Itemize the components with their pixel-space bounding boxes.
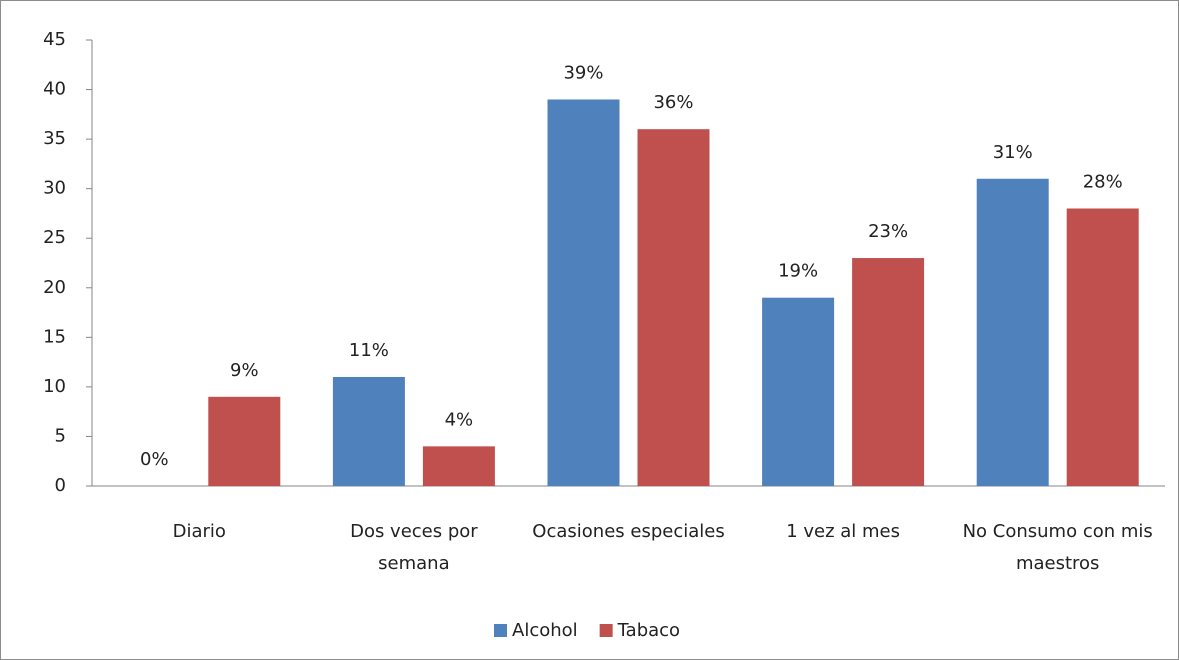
y-tick-label: 10 — [43, 376, 66, 397]
value-label: 11% — [349, 340, 389, 361]
value-label: 36% — [653, 92, 693, 113]
value-label: 9% — [230, 360, 259, 381]
x-tick-label: Diario — [172, 521, 226, 542]
y-tick-label: 35 — [43, 128, 66, 149]
value-label: 4% — [445, 409, 474, 430]
bar — [852, 258, 925, 486]
bar — [208, 396, 281, 486]
value-label: 28% — [1083, 171, 1123, 192]
bar — [976, 178, 1049, 486]
x-tick-label: Dos veces por semana — [350, 521, 478, 574]
y-tick-label: 45 — [43, 29, 66, 50]
legend-label: Tabaco — [617, 620, 680, 641]
bar — [762, 297, 835, 486]
y-tick-label: 5 — [55, 425, 66, 446]
bar — [332, 376, 405, 486]
y-tick-label: 20 — [43, 277, 66, 298]
bar — [637, 129, 710, 486]
value-label: 39% — [563, 62, 603, 83]
x-tick-label: No Consumo con mis maestros — [962, 521, 1153, 574]
y-tick-label: 15 — [43, 326, 66, 347]
x-tick-label: Ocasiones especiales — [532, 521, 725, 542]
value-label: 23% — [868, 221, 908, 242]
bar — [1066, 208, 1139, 486]
bar — [422, 446, 495, 486]
y-tick-label: 0 — [55, 475, 66, 496]
value-label: 19% — [778, 261, 818, 282]
y-tick-label: 40 — [43, 79, 66, 100]
x-tick-label: 1 vez al mes — [786, 521, 900, 542]
bar — [547, 99, 620, 486]
y-tick-label: 25 — [43, 227, 66, 248]
y-tick-label: 30 — [43, 178, 66, 199]
legend-label: Alcohol — [512, 620, 578, 641]
legend-swatch — [494, 624, 507, 637]
value-label: 0% — [140, 449, 169, 470]
value-label: 31% — [993, 142, 1033, 163]
legend-swatch — [599, 624, 613, 637]
